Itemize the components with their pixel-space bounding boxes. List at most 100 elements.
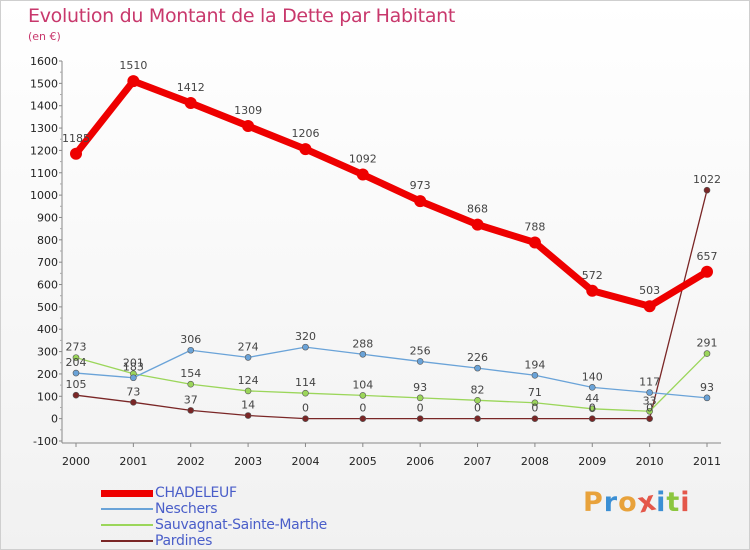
- y-tick-label: 900: [37, 211, 58, 224]
- data-point: [414, 195, 427, 208]
- data-point: [302, 389, 309, 397]
- legend: CHADELEUF Neschers Sauvagnat-Sainte-Marthe…: [101, 485, 401, 549]
- data-point: [474, 397, 481, 404]
- data-point: [528, 236, 541, 249]
- data-label: 1206: [291, 127, 319, 140]
- data-point: [302, 415, 309, 422]
- y-tick-label: 1100: [30, 167, 58, 180]
- y-tick-label: 200: [37, 368, 58, 381]
- data-label: 0: [417, 402, 424, 415]
- data-label: 256: [410, 344, 431, 357]
- data-label: 1309: [234, 104, 262, 117]
- series-line-pardines: [75, 189, 708, 420]
- data-label: 0: [646, 402, 653, 415]
- data-point: [646, 389, 653, 396]
- x-tick-label: 2008: [521, 455, 549, 468]
- y-tick-label: 400: [37, 323, 58, 336]
- data-point: [130, 399, 137, 406]
- data-label: 288: [352, 337, 373, 350]
- legend-item: Neschers: [101, 501, 401, 517]
- x-tick-label: 2010: [636, 455, 664, 468]
- x-tick-label: 2006: [406, 455, 434, 468]
- data-point: [416, 415, 424, 422]
- data-point: [187, 407, 195, 414]
- data-label: 183: [123, 361, 144, 374]
- series-line-chadeleuf: [72, 77, 711, 310]
- data-point: [359, 350, 367, 358]
- data-label: 274: [238, 340, 259, 353]
- data-label: 1185: [62, 132, 90, 145]
- y-tick-label: 1200: [30, 144, 58, 157]
- x-tick-label: 2003: [234, 455, 262, 468]
- y-unit-label: (en €): [28, 30, 61, 43]
- y-tick-label: 300: [37, 346, 58, 359]
- data-point: [586, 284, 599, 297]
- data-point: [187, 380, 195, 388]
- data-point: [130, 374, 137, 382]
- data-point: [416, 394, 424, 402]
- data-label: 0: [474, 402, 481, 415]
- data-point: [646, 407, 653, 415]
- x-tick-label: 2002: [177, 455, 205, 468]
- data-label: 0: [302, 402, 309, 415]
- data-label: 37: [184, 393, 198, 406]
- data-label: 124: [238, 374, 259, 387]
- legend-swatch: [101, 540, 153, 542]
- y-tick-label: -100: [33, 435, 58, 448]
- y-tick-label: 600: [37, 279, 58, 292]
- data-point: [474, 364, 481, 372]
- data-label: 14: [241, 399, 255, 412]
- x-tick-label: 2000: [62, 455, 90, 468]
- legend-item: CHADELEUF: [101, 485, 401, 501]
- data-point: [588, 384, 596, 391]
- data-point: [703, 350, 711, 357]
- data-label: 572: [582, 269, 603, 282]
- data-label: 0: [531, 402, 538, 415]
- x-tick-label: 2007: [464, 455, 492, 468]
- y-tick-label: 1300: [30, 122, 58, 135]
- data-label: 973: [410, 179, 431, 192]
- y-tick-label: 1600: [30, 55, 58, 68]
- data-label: 93: [413, 381, 427, 394]
- legend-item: Sauvagnat-Sainte-Marthe: [101, 517, 401, 533]
- logo-letter: P: [583, 487, 604, 518]
- legend-swatch: [101, 524, 153, 526]
- data-point: [471, 218, 484, 231]
- data-label: 0: [359, 402, 366, 415]
- data-point: [416, 358, 424, 365]
- data-point: [72, 354, 80, 361]
- data-label: 1022: [693, 173, 721, 186]
- data-label: 273: [66, 341, 87, 354]
- data-point: [244, 354, 252, 361]
- legend-item: Pardines: [101, 533, 401, 549]
- data-label: 868: [467, 203, 488, 216]
- x-tick-label: 2009: [578, 455, 606, 468]
- data-point: [70, 147, 82, 160]
- data-label: 154: [180, 367, 201, 380]
- data-label: 44: [585, 392, 599, 405]
- y-tick-label: 700: [37, 256, 58, 269]
- legend-label: Neschers: [155, 501, 218, 517]
- data-label: 93: [700, 381, 714, 394]
- y-tick-label: 800: [37, 234, 58, 247]
- x-tick-label: 2004: [291, 455, 319, 468]
- x-tick-label: 2011: [693, 455, 721, 468]
- data-label: 194: [524, 358, 545, 371]
- data-point: [244, 387, 252, 395]
- data-point: [299, 143, 312, 156]
- legend-swatch: [101, 508, 153, 510]
- data-label: 105: [66, 378, 87, 391]
- data-label: 140: [582, 370, 603, 383]
- proxiti-logo: Proxiti: [583, 485, 691, 519]
- data-point: [302, 343, 309, 351]
- data-label: 788: [524, 221, 545, 234]
- logo-letter: o: [618, 487, 638, 518]
- legend-swatch: [101, 489, 153, 497]
- logo-letter: r: [603, 487, 619, 518]
- data-point: [703, 394, 711, 402]
- data-point: [187, 346, 195, 354]
- logo-letter: t: [666, 487, 681, 518]
- data-point: [356, 168, 369, 181]
- data-point: [531, 371, 539, 379]
